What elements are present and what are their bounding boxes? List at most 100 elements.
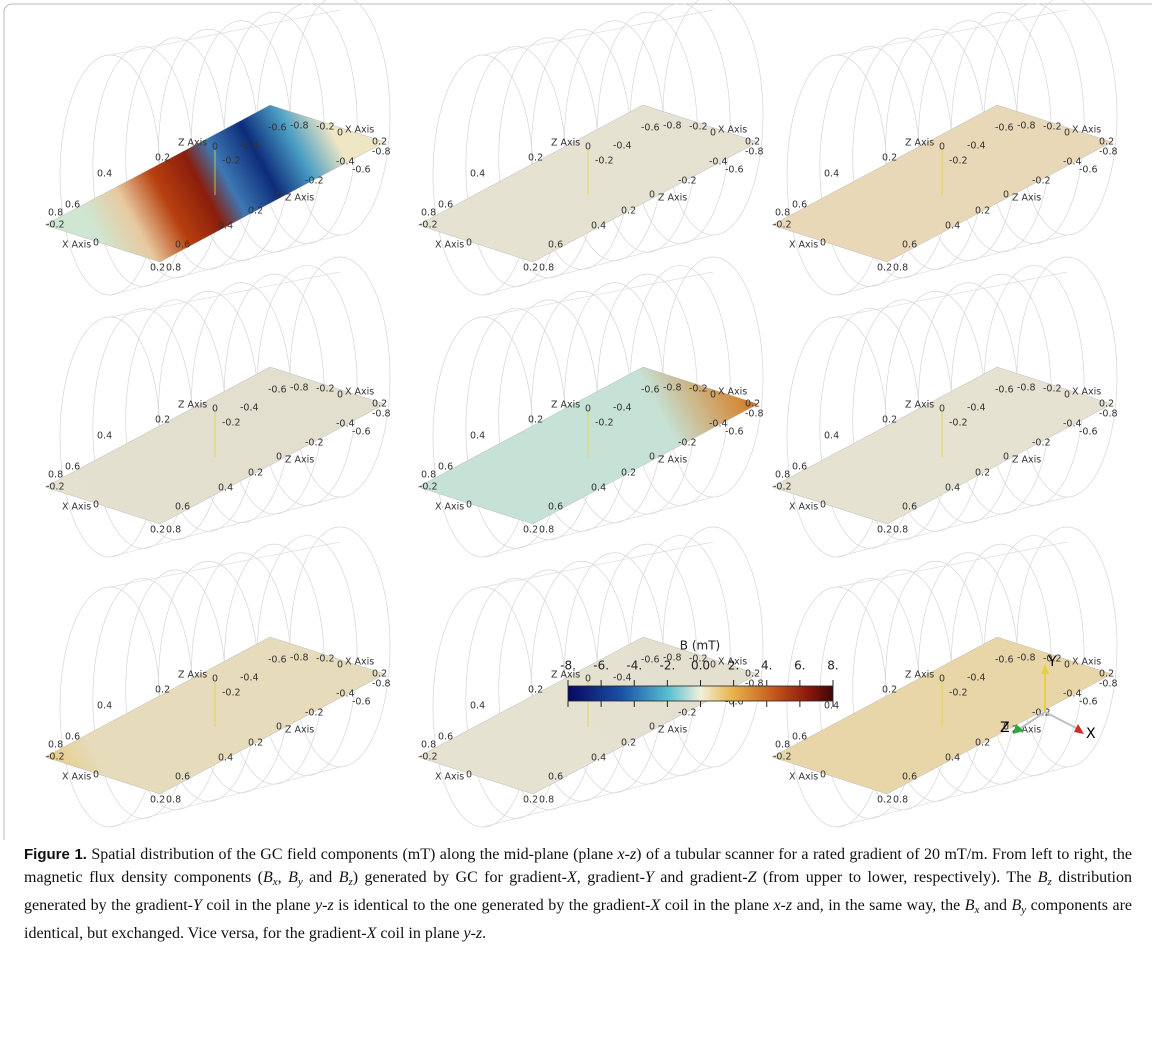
axis-label: -0.2 <box>305 438 324 449</box>
axis-label: -0.2 <box>222 156 241 167</box>
axis-label: -0.2 <box>1043 384 1062 395</box>
cylinder-edge <box>482 234 714 296</box>
axis-label: 0.2 <box>882 685 897 696</box>
axis-label: -0.6 <box>725 697 744 708</box>
caption-run: B <box>964 897 975 914</box>
axis-label: Z Axis <box>658 725 687 736</box>
axis-label: 0 <box>276 190 282 201</box>
axis-label: 0.4 <box>97 701 112 712</box>
axis-label: 0.8 <box>539 525 554 536</box>
axis-label: 0 <box>820 238 826 249</box>
cylinder-edge <box>109 271 341 318</box>
axis-label: 0 <box>820 770 826 781</box>
axis-label: -0.8 <box>663 653 682 664</box>
axis-label: 0.4 <box>824 431 839 442</box>
axis-label: 0.2 <box>528 153 543 164</box>
triad-x-head <box>1074 724 1084 734</box>
axis-label: Z Axis <box>178 670 207 681</box>
caption-run: Spatial distribution of the GC field com… <box>86 846 618 863</box>
axis-label: -0.6 <box>641 655 660 666</box>
caption-run: X <box>567 869 577 886</box>
axis-label: -0.8 <box>290 383 309 394</box>
axis-label: 0.4 <box>97 431 112 442</box>
axis-label: 0.6 <box>548 502 563 513</box>
axis-label: -0.8 <box>1017 653 1036 664</box>
cylinder-edge <box>836 271 1068 318</box>
colorbar-tick-label: 4. <box>761 659 772 673</box>
axis-label: X Axis <box>345 657 374 668</box>
axis-label: 0.4 <box>824 701 839 712</box>
axis-label: -0.2 <box>689 654 708 665</box>
caption-run: ) generated by GC for gradient- <box>352 869 567 886</box>
panels: Z Axis 0-0.2-0.4-0.6 -0.8 -0.20 X Axis0.2-0.… <box>44 0 1118 828</box>
cylinder-edge <box>836 541 1068 588</box>
caption-run: coil in the plane <box>201 897 316 914</box>
colorbar-tick-label: 2. <box>728 659 739 673</box>
axis-label: X Axis <box>435 772 464 783</box>
cylinder-edge <box>109 541 341 588</box>
axis-label: -0.4 <box>967 141 986 152</box>
axis-label: 0.2 <box>877 263 892 274</box>
axis-label: 0.2 <box>975 206 990 217</box>
axis-label: Z Axis <box>285 725 314 736</box>
axis-label: 0 <box>212 404 218 415</box>
axis-label: 0.6 <box>548 240 563 251</box>
axis-label: -0.8 <box>290 121 309 132</box>
axis-label: 0.6 <box>175 240 190 251</box>
triad-x-label: X <box>1086 726 1096 742</box>
triad-z-head <box>1013 724 1024 734</box>
caption-run: y-z <box>463 925 483 942</box>
axis-label: -0.4 <box>613 141 632 152</box>
axis-label: -0.2 <box>46 220 65 231</box>
axis-label: 0.4 <box>470 169 485 180</box>
cylinder-edge <box>482 766 714 828</box>
axis-label: 0.2 <box>528 685 543 696</box>
caption-run: components are identical, but exchanged.… <box>24 897 1133 942</box>
axis-label: -0.8 <box>372 147 391 158</box>
axis-label: 0.4 <box>97 169 112 180</box>
axis-label: 0.8 <box>893 525 908 536</box>
axis-label: -0.2 <box>1043 654 1062 665</box>
axis-label: Z Axis <box>178 400 207 411</box>
axis-label: 0.4 <box>945 753 960 764</box>
axis-label: -0.6 <box>995 655 1014 666</box>
cylinder-edge <box>836 766 1068 828</box>
caption-run: , gradient- <box>576 869 645 886</box>
caption-run: and <box>302 869 339 886</box>
axis-label: Z Axis <box>1012 725 1041 736</box>
axis-label: 0.6 <box>548 772 563 783</box>
axis-label: Z Axis <box>551 670 580 681</box>
axis-label: X Axis <box>1072 387 1101 398</box>
axis-label: 0.2 <box>150 263 165 274</box>
axis-label: 0.8 <box>775 208 790 219</box>
caption-run: ) of a tubular scanner for a rated gradi… <box>24 846 1133 886</box>
axis-label: 0.2 <box>621 206 636 217</box>
axis-label: 0.6 <box>175 502 190 513</box>
axis-label: -0.8 <box>745 409 764 420</box>
cylinder-edge <box>109 9 341 56</box>
axis-label: 0.8 <box>421 740 436 751</box>
axis-label: -0.2 <box>689 384 708 395</box>
axis-label: 0.4 <box>591 221 606 232</box>
axis-label: -0.6 <box>1079 427 1098 438</box>
axis-label: 0.6 <box>175 772 190 783</box>
axis-label: 0.2 <box>248 738 263 749</box>
axis-label: 0 <box>585 404 591 415</box>
axis-label: Z Axis <box>905 670 934 681</box>
axis-label: 0.2 <box>523 263 538 274</box>
axis-label: -0.4 <box>967 403 986 414</box>
axis-label: 0 <box>466 770 472 781</box>
axis-label: -0.2 <box>773 482 792 493</box>
cylinder-edge <box>482 496 714 558</box>
axis-label: 0.4 <box>945 483 960 494</box>
axis-label: Z Axis <box>178 138 207 149</box>
axis-label: 0.2 <box>975 468 990 479</box>
axis-label: 0 <box>649 452 655 463</box>
axis-label: 0.4 <box>470 701 485 712</box>
axis-label: -0.6 <box>352 165 371 176</box>
